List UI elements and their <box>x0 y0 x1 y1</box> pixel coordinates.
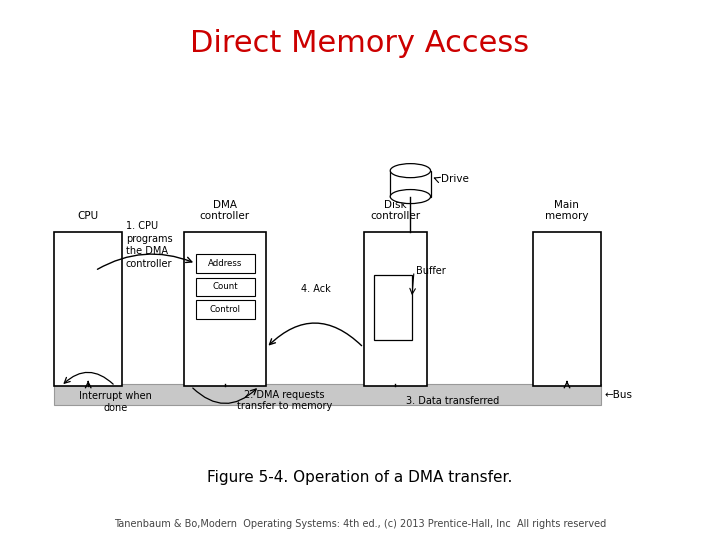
Text: Main
memory: Main memory <box>545 200 588 221</box>
Text: DMA
controller: DMA controller <box>199 200 250 221</box>
Bar <box>364 232 427 386</box>
Text: 1. CPU
programs
the DMA
controller: 1. CPU programs the DMA controller <box>126 221 173 268</box>
Text: 3. Data transferred: 3. Data transferred <box>405 396 499 406</box>
Text: Drive: Drive <box>441 174 469 184</box>
Bar <box>533 232 601 386</box>
Text: CPU: CPU <box>77 211 99 221</box>
Text: 4. Ack: 4. Ack <box>301 284 330 294</box>
Bar <box>196 254 255 273</box>
Text: Disk
controller: Disk controller <box>370 200 420 221</box>
Text: ←Bus: ←Bus <box>605 390 633 400</box>
Text: Address: Address <box>208 259 243 268</box>
Bar <box>184 232 266 386</box>
Bar <box>390 171 431 197</box>
Bar <box>374 275 412 340</box>
Ellipse shape <box>390 164 431 178</box>
Ellipse shape <box>390 190 431 204</box>
Text: Count: Count <box>212 282 238 291</box>
Bar <box>196 300 255 319</box>
Text: Control: Control <box>210 305 241 314</box>
Text: Figure 5-4. Operation of a DMA transfer.: Figure 5-4. Operation of a DMA transfer. <box>207 470 513 485</box>
Bar <box>54 232 122 386</box>
Text: Tanenbaum & Bo,Modern  Operating Systems: 4th ed., (c) 2013 Prentice-Hall, Inc  : Tanenbaum & Bo,Modern Operating Systems:… <box>114 519 606 529</box>
Text: Interrupt when
done: Interrupt when done <box>78 391 152 413</box>
Bar <box>54 384 601 405</box>
Text: 2. DMA requests
transfer to memory: 2. DMA requests transfer to memory <box>237 390 332 411</box>
Text: Direct Memory Access: Direct Memory Access <box>190 29 530 58</box>
Text: Buffer: Buffer <box>416 266 446 276</box>
Bar <box>196 278 255 296</box>
